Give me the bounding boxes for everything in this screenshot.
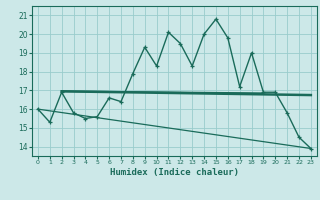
X-axis label: Humidex (Indice chaleur): Humidex (Indice chaleur) [110, 168, 239, 177]
